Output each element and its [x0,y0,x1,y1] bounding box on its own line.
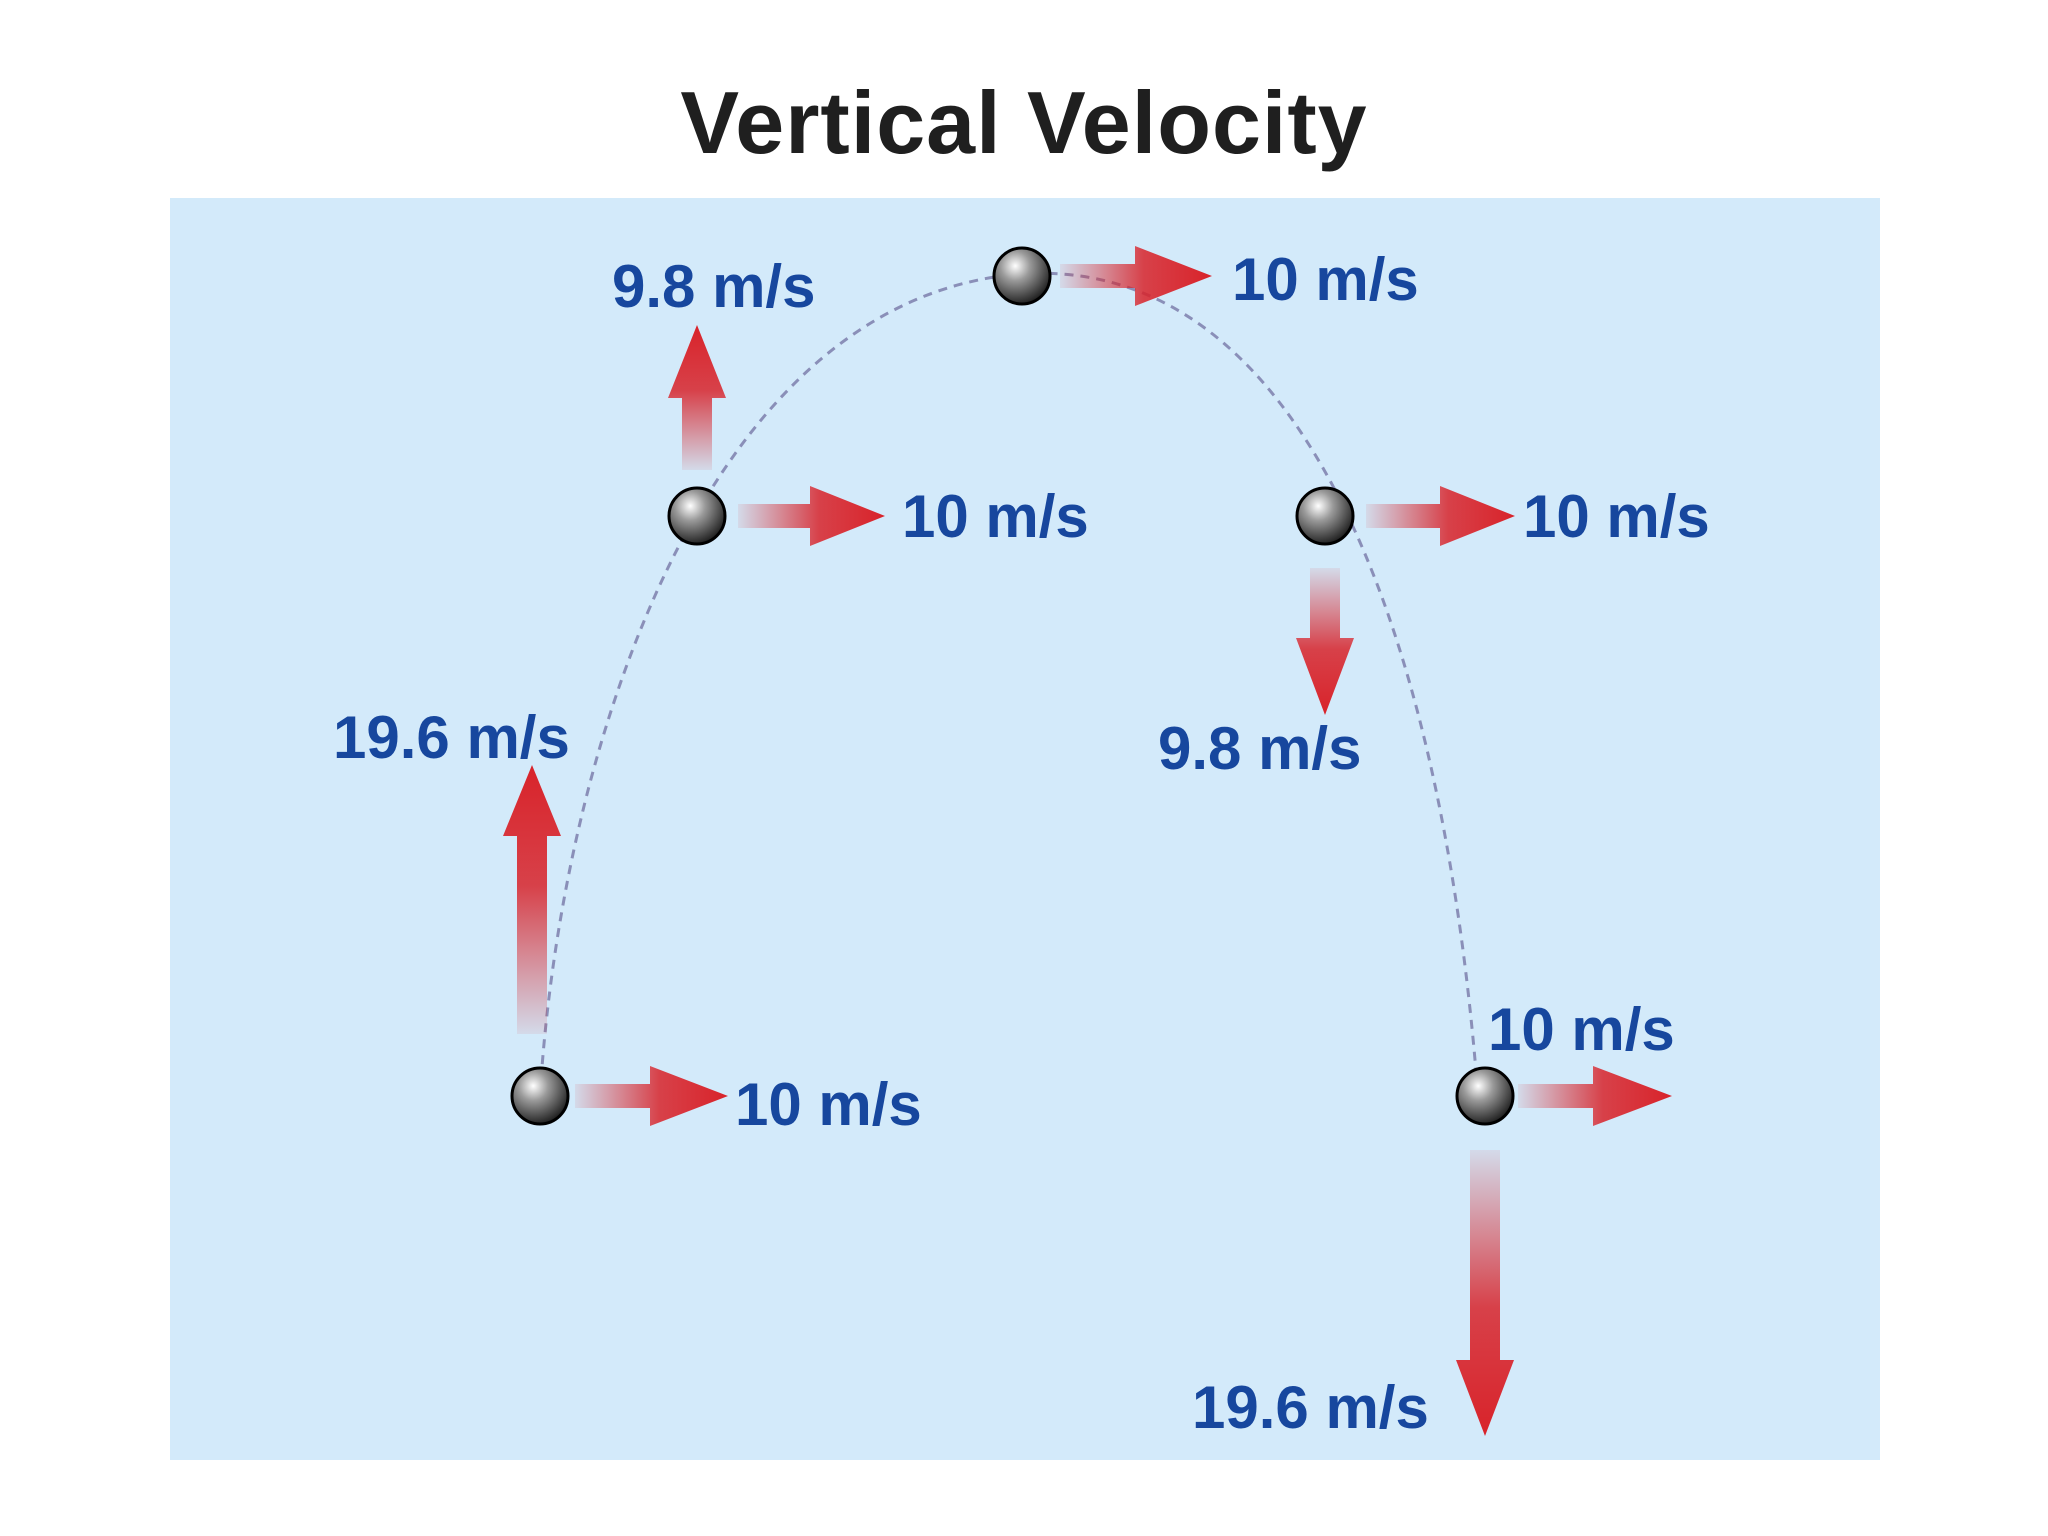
ball-falling [1295,486,1355,546]
rising-vertical-arrow [668,325,726,470]
rising-horizontal-label: 10 m/s [902,483,1089,550]
landing-vertical-label: 19.6 m/s [1192,1374,1429,1441]
diagram-title: Vertical Velocity [680,73,1368,172]
ball-top [992,246,1052,306]
rising-vertical-label: 9.8 m/s [612,253,816,320]
falling-vertical-arrow [1296,568,1354,715]
falling-horizontal-arrow [1366,486,1515,546]
ball-landing [1455,1066,1515,1126]
falling-vertical-label: 9.8 m/s [1158,715,1362,782]
landing-horizontal-arrow [1518,1066,1672,1126]
ball-launch [510,1066,570,1126]
rising-horizontal-arrow [738,486,885,546]
ball-rising [667,486,727,546]
landing-horizontal-label: 10 m/s [1488,996,1675,1063]
launch-vertical-arrow [503,765,561,1034]
launch-vertical-label: 19.6 m/s [333,704,570,771]
top-horizontal-arrow [1060,246,1212,306]
landing-vertical-arrow [1456,1150,1514,1436]
launch-horizontal-arrow [575,1066,728,1126]
top-horizontal-label: 10 m/s [1232,246,1419,313]
diagram-background [170,198,1880,1460]
falling-horizontal-label: 10 m/s [1523,483,1710,550]
launch-horizontal-label: 10 m/s [735,1071,922,1138]
